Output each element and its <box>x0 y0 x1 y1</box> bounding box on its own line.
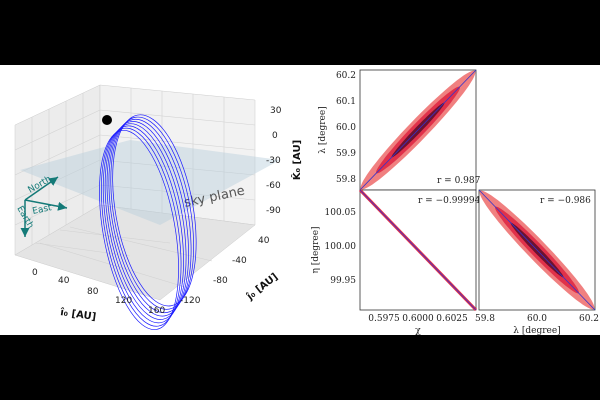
y-tick: 60.0 <box>336 123 356 133</box>
orbit-3d-plot: sky plane North East Earth 30 0 -30 -60 … <box>14 84 303 331</box>
lambda-x-ticks: 59.8 60.0 60.2 <box>475 314 599 324</box>
x-tick: 120 <box>115 296 132 306</box>
best-fit-line <box>359 69 477 191</box>
z-tick: -60 <box>266 181 281 191</box>
y-tick: -40 <box>232 256 247 266</box>
correlation-label: r = 0.987 <box>437 176 481 186</box>
east-arrow <box>24 199 68 211</box>
x-tick: 0 <box>32 268 38 278</box>
lambda-x-label: λ [degree] <box>513 326 560 335</box>
lambda-y-ticks: 60.2 60.1 60.0 59.9 59.8 <box>336 71 356 185</box>
sky-plane <box>20 140 280 225</box>
figure-svg: sky plane North East Earth 30 0 -30 -60 … <box>14 69 599 335</box>
x-tick-labels: 0 40 80 120 160 <box>32 268 165 316</box>
y-axis-label: ĵ₀ [AU] <box>244 271 281 303</box>
y-tick: 100.00 <box>325 242 357 252</box>
corner-panel-eta-lambda: r = −0.986 <box>478 189 596 311</box>
orbit-ring <box>100 127 182 327</box>
figure-panel: sky plane North East Earth 30 0 -30 -60 … <box>0 65 600 335</box>
x-tick: 0.5975 <box>368 314 400 324</box>
z-tick: 0 <box>272 131 278 141</box>
orbit-ring <box>104 123 187 320</box>
x-tick: 0.6025 <box>436 314 468 324</box>
corner-plot: r = 0.987 r = −0.99994 r = −0.986 60.2 6… <box>311 69 599 335</box>
x-tick: 40 <box>58 276 70 286</box>
z-tick: -90 <box>266 206 281 216</box>
chi-x-label: χ <box>415 326 421 335</box>
grid-lines <box>14 88 256 288</box>
x-tick: 80 <box>87 287 99 297</box>
y-tick-labels: 40 -40 -80 -120 <box>180 236 270 306</box>
y-tick: 60.1 <box>336 97 356 107</box>
y-tick: 59.8 <box>336 175 356 185</box>
orbit-ring <box>106 121 189 317</box>
best-fit-line <box>478 189 596 311</box>
y-tick: 100.05 <box>325 208 357 218</box>
direction-arrows <box>20 176 68 237</box>
correlation-label: r = −0.986 <box>540 196 591 206</box>
x-tick: 60.0 <box>527 314 547 324</box>
east-label: East <box>32 203 54 217</box>
y-tick: -120 <box>180 296 201 306</box>
x-axis-label: î₀ [AU] <box>59 306 97 323</box>
orbit-ring <box>102 125 184 324</box>
orbit-ring <box>112 114 197 307</box>
y-tick: 59.9 <box>336 149 356 159</box>
eta-y-ticks: 100.05 100.00 99.95 <box>325 208 357 286</box>
z-tick: -30 <box>266 156 281 166</box>
x-tick: 60.2 <box>579 314 599 324</box>
y-tick: -80 <box>213 276 228 286</box>
orbit-ring <box>99 129 179 331</box>
lambda-y-label: λ [degree] <box>318 106 328 153</box>
x-tick: 59.8 <box>475 314 495 324</box>
z-axis-label: K̂₀ [AU] <box>290 140 303 180</box>
chi-x-ticks: 0.5975 0.6000 0.6025 <box>368 314 468 324</box>
star-marker <box>102 115 112 125</box>
corner-panel-lambda-chi: r = 0.987 <box>359 69 481 191</box>
floor-pane <box>14 204 256 301</box>
orbit-rings <box>99 114 197 331</box>
best-fit-line <box>359 189 477 311</box>
north-arrow <box>24 176 59 201</box>
y-tick: 99.95 <box>330 276 356 286</box>
orbit-ring <box>108 118 192 314</box>
correlation-label: r = −0.99994 <box>418 196 481 206</box>
y-tick: 40 <box>258 236 270 246</box>
eta-y-label: η [degree] <box>311 226 321 273</box>
orbit-ring <box>110 116 194 310</box>
x-tick: 0.6000 <box>402 314 434 324</box>
corner-panel-eta-chi: r = −0.99994 <box>358 188 481 312</box>
y-tick: 60.2 <box>336 71 356 81</box>
z-tick-labels: 30 0 -30 -60 -90 <box>266 106 282 216</box>
x-tick: 160 <box>148 306 165 316</box>
z-tick: 30 <box>270 106 282 116</box>
